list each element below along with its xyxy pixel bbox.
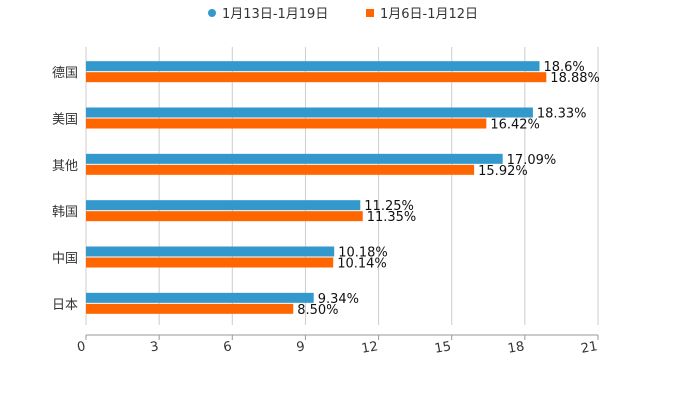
x-tick-label: 18 (507, 339, 526, 357)
bar-series1 (86, 153, 503, 164)
category-label: 韩国 (52, 205, 78, 220)
x-tick-label: 3 (149, 339, 160, 355)
x-tick-label: 21 (580, 339, 599, 357)
x-tick-label: 6 (222, 339, 233, 355)
data-label: 11.35% (367, 210, 417, 225)
data-label: 10.18% (338, 246, 388, 261)
data-label: 11.25% (364, 199, 414, 214)
legend-label: 1月13日-1月19日 (222, 7, 328, 22)
data-label: 17.09% (507, 153, 557, 168)
bar-series2 (86, 257, 334, 268)
data-label: 18.88% (550, 71, 600, 86)
legend-marker (208, 9, 216, 17)
bar-series1 (86, 200, 361, 211)
data-label: 18.6% (543, 60, 584, 75)
legend-label: 1月6日-1月12日 (380, 7, 478, 22)
category-label: 中国 (52, 252, 78, 267)
bar-series2 (86, 118, 487, 129)
x-tick-label: 9 (295, 339, 306, 355)
category-label: 德国 (52, 66, 78, 81)
bar-series2 (86, 164, 475, 175)
bar-series1 (86, 246, 335, 257)
data-label: 18.33% (537, 107, 587, 122)
data-label: 16.42% (490, 118, 540, 133)
bar-series1 (86, 107, 533, 118)
bar-series2 (86, 211, 363, 222)
legend-marker (366, 9, 374, 17)
bar-series1 (86, 61, 540, 72)
x-tick-label: 15 (434, 339, 453, 357)
x-tick-label: 0 (76, 339, 87, 355)
bar-series2 (86, 72, 547, 83)
data-label: 15.92% (478, 164, 528, 179)
bar-series2 (86, 303, 294, 314)
category-label: 日本 (52, 298, 78, 313)
category-label: 其他 (52, 159, 78, 174)
category-label: 美国 (52, 113, 78, 128)
data-label: 10.14% (337, 257, 387, 272)
data-label: 8.50% (297, 303, 338, 318)
bar-series1 (86, 292, 314, 303)
x-tick-label: 12 (360, 339, 379, 357)
data-label: 9.34% (318, 292, 359, 307)
